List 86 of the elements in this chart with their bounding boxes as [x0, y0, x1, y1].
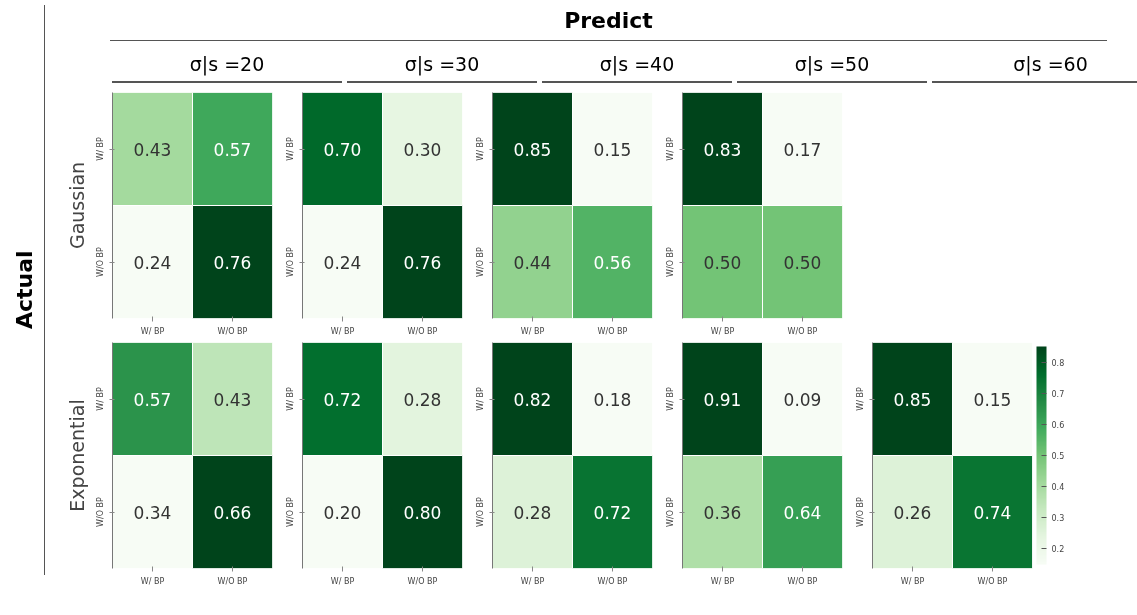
data-label: 0.15	[593, 139, 632, 160]
x-tick-label: W/O BP	[787, 326, 818, 336]
data-label: 0.36	[703, 502, 742, 523]
data-label: 0.74	[973, 502, 1012, 523]
data-label: 0.50	[783, 252, 822, 273]
x-tick-label: W/ BP	[710, 576, 735, 586]
x-tick-label: W/O BP	[977, 576, 1008, 586]
x-tick-label: W/ BP	[900, 576, 925, 586]
chart-title: σ|s =40	[599, 52, 675, 78]
data-label: 0.28	[403, 389, 442, 410]
y-axis-title: Gaussian	[65, 161, 88, 250]
data-label: 0.85	[893, 389, 932, 410]
data-label: 0.50	[703, 252, 742, 273]
data-label: 0.72	[323, 389, 362, 410]
data-label: 0.34	[133, 502, 172, 523]
color-bar-label: 0.8	[1051, 358, 1065, 368]
x-tick-label: W/O BP	[597, 326, 628, 336]
data-label: 0.70	[323, 139, 362, 160]
x-tick-label: W/ BP	[330, 326, 355, 336]
y-tick-label: W/O BP	[475, 246, 485, 277]
data-label: 0.24	[323, 252, 362, 273]
color-bar-label: 0.4	[1051, 483, 1065, 493]
text: Predict	[564, 7, 653, 35]
data-label: 0.80	[403, 502, 442, 523]
data-label: 0.57	[133, 389, 172, 410]
color-bar-label: 0.5	[1051, 452, 1065, 461]
x-tick-label: W/O BP	[217, 576, 248, 586]
x-tick-label: W/O BP	[407, 326, 438, 336]
x-tick-label: W/ BP	[520, 576, 545, 586]
y-tick-label: W/O BP	[475, 496, 485, 527]
y-tick-label: W/O BP	[665, 246, 675, 277]
data-label: 0.15	[973, 389, 1012, 410]
y-axis-title: Exponential	[65, 399, 88, 512]
data-label: 0.85	[513, 139, 552, 160]
data-label: 0.64	[783, 502, 822, 523]
y-tick-label: W/O BP	[665, 496, 675, 527]
data-label: 0.66	[213, 502, 252, 523]
data-label: 0.20	[323, 502, 362, 523]
data-label: 0.76	[213, 252, 252, 273]
y-tick-label: W/O BP	[285, 246, 295, 277]
color-bar-label: 0.3	[1051, 514, 1065, 524]
data-label: 0.82	[513, 389, 552, 410]
data-label: 0.44	[513, 252, 552, 273]
data-label: 0.17	[783, 139, 822, 160]
data-label: 0.28	[513, 502, 552, 523]
data-label: 0.57	[213, 139, 252, 160]
data-label: 0.91	[703, 389, 742, 410]
color-bar-label: 0.7	[1051, 389, 1065, 399]
x-tick-label: W/ BP	[710, 326, 735, 336]
data-label: 0.76	[403, 252, 442, 273]
data-label: 0.43	[133, 139, 172, 160]
data-label: 0.83	[703, 139, 742, 160]
data-label: 0.24	[133, 252, 172, 273]
y-tick-label: W/ BP	[95, 137, 105, 161]
chart-title: σ|s =60	[1013, 52, 1088, 78]
x-tick-label: W/ BP	[140, 576, 165, 586]
y-tick-label: W/ BP	[475, 387, 485, 411]
y-tick-label: W/ BP	[665, 137, 675, 161]
x-tick-label: W/O BP	[217, 326, 248, 336]
x-tick-label: W/O BP	[787, 576, 818, 586]
x-tick-label: W/ BP	[330, 576, 355, 586]
x-tick-label: W/O BP	[597, 576, 628, 586]
x-tick-label: W/O BP	[407, 576, 438, 586]
x-tick-label: W/ BP	[520, 326, 545, 336]
y-tick-label: W/ BP	[285, 137, 295, 161]
data-label: 0.56	[593, 252, 632, 273]
text: Actual	[10, 250, 38, 330]
chart-title: σ|s =50	[794, 52, 870, 78]
y-tick-label: W/O BP	[95, 496, 105, 527]
data-label: 0.72	[593, 502, 632, 523]
y-tick-label: W/ BP	[285, 387, 295, 411]
data-label: 0.26	[893, 502, 932, 523]
y-tick-label: W/ BP	[95, 387, 105, 411]
color-bar-label: 0.2	[1051, 545, 1065, 555]
chart-title: σ|s =20	[189, 52, 265, 78]
data-label: 0.09	[783, 389, 822, 410]
color-bar-label: 0.6	[1051, 420, 1065, 430]
data-label: 0.43	[213, 389, 252, 410]
data-label: 0.30	[403, 139, 442, 160]
chart-title: σ|s =30	[404, 52, 480, 78]
x-tick-label: W/ BP	[140, 326, 165, 336]
y-tick-label: W/ BP	[665, 387, 675, 411]
y-tick-label: W/O BP	[95, 246, 105, 277]
data-label: 0.18	[593, 389, 632, 410]
y-tick-label: W/ BP	[475, 137, 485, 161]
y-tick-label: W/O BP	[285, 496, 295, 527]
